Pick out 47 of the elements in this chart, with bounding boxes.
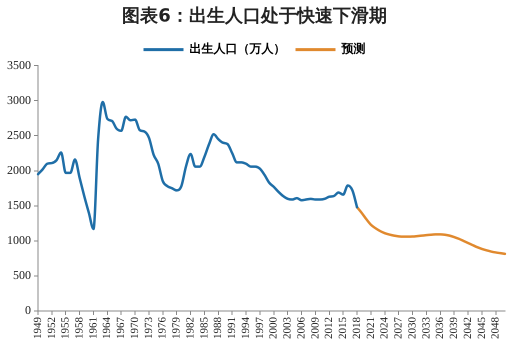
x-tick-label: 2027	[392, 316, 405, 339]
chart-title: 图表6：出生人口处于快速下滑期	[122, 5, 387, 26]
x-tick-label: 2015	[337, 316, 350, 339]
x-tick-label: 2006	[295, 316, 308, 339]
x-tick-label: 1994	[240, 316, 252, 339]
x-tick-label: 1982	[184, 317, 196, 339]
x-tick-label: 2042	[462, 317, 474, 339]
x-tick-label: 2003	[282, 316, 294, 339]
line-series	[356, 206, 506, 256]
y-tick-label: 2000	[7, 162, 31, 177]
x-tick-label: 2021	[364, 317, 377, 339]
x-tick-label: 2009	[309, 316, 322, 339]
x-tick-label: 2030	[406, 316, 418, 339]
line-series	[36, 100, 358, 230]
y-tick-label: 0	[25, 303, 31, 318]
x-tick-label: 1958	[74, 316, 86, 339]
x-tick-label: 1964	[101, 316, 114, 339]
x-tick-label: 2045	[476, 316, 488, 339]
y-tick-label: 3000	[7, 92, 31, 107]
x-tick-label: 2039	[448, 316, 460, 339]
x-tick-label: 1988	[212, 316, 224, 339]
x-tick-label: 1955	[60, 316, 72, 339]
x-tick-label: 2000	[268, 316, 280, 339]
x-tick-label: 2024	[378, 316, 391, 339]
x-tick-label: 1973	[142, 316, 155, 339]
x-tick-label: 2036	[434, 316, 446, 339]
legend-label: 预测	[340, 42, 366, 56]
y-tick-label: 500	[13, 268, 31, 282]
x-tick-label: 1997	[254, 316, 266, 339]
x-tick-label: 2012	[323, 317, 336, 339]
y-tick-label: 1000	[7, 233, 31, 248]
x-tick-label: 2018	[350, 316, 363, 339]
x-tick-label: 1976	[156, 316, 169, 339]
x-tick-label: 1949	[32, 316, 44, 339]
legend-label: 出生人口（万人）	[190, 42, 286, 56]
x-tick-label: 1961	[87, 317, 100, 339]
x-tick-label: 2048	[490, 316, 502, 339]
y-tick-label: 1500	[7, 198, 31, 212]
y-tick-label: 3500	[7, 58, 31, 72]
x-tick-label: 1991	[226, 317, 238, 339]
x-tick-label: 1979	[170, 316, 183, 339]
x-tick-label: 1985	[198, 316, 210, 339]
x-tick-label: 2033	[420, 316, 432, 339]
x-tick-label: 1967	[115, 316, 128, 339]
x-tick-label: 1952	[46, 317, 58, 339]
y-tick-label: 2500	[7, 128, 31, 142]
x-tick-label: 1970	[128, 316, 141, 339]
